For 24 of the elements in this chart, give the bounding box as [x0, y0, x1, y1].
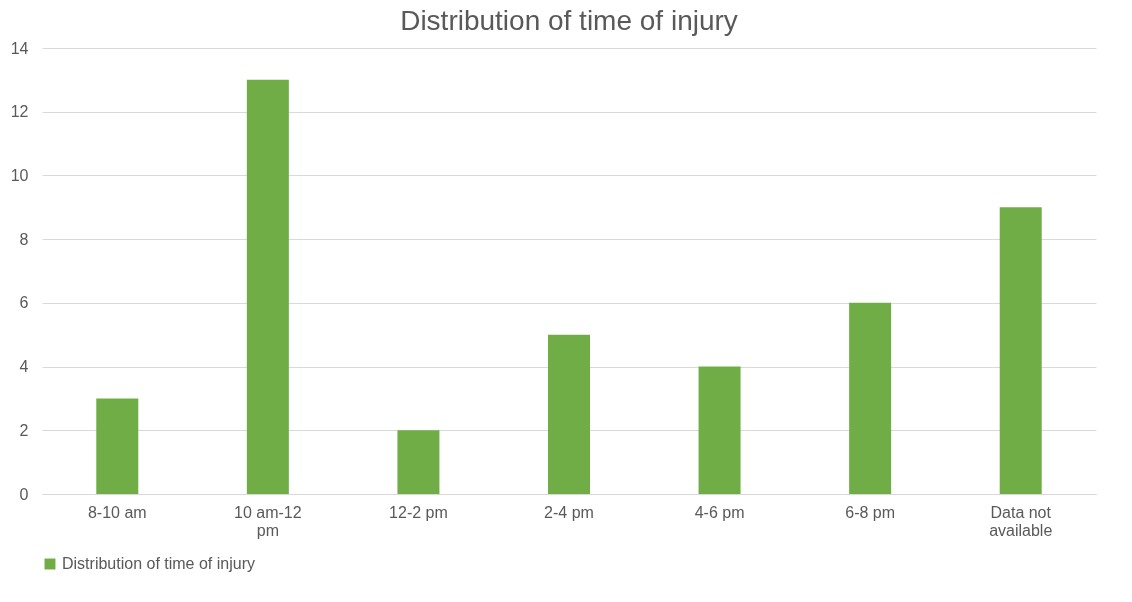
x-tick-label: 8-10 am	[87, 503, 147, 521]
x-tick-label: 10 am-12 pm	[234, 503, 302, 539]
bar	[849, 302, 892, 494]
chart-title: Distribution of time of injury	[400, 5, 738, 36]
bar	[698, 366, 741, 494]
bar	[548, 334, 590, 494]
bar	[397, 430, 440, 494]
y-tick-label: 14	[10, 39, 29, 57]
y-tick-label: 12	[10, 103, 29, 121]
y-tick-label: 10	[10, 166, 29, 184]
y-tick-label: 6	[19, 294, 29, 312]
y-tick-label: 2	[19, 421, 29, 439]
bar	[246, 79, 289, 494]
legend-label: Distribution of time of injury	[62, 555, 255, 572]
bar	[96, 398, 139, 494]
x-tick-label: 2-4 pm	[544, 503, 594, 521]
x-tick-label: 12-2 pm	[389, 503, 448, 521]
bar	[999, 207, 1042, 494]
y-tick-label: 4	[19, 358, 29, 376]
x-tick-label: Data not available	[989, 503, 1053, 539]
y-tick-label: 8	[19, 230, 29, 248]
y-tick-label: 0	[19, 485, 29, 503]
x-tick-label: 4-6 pm	[694, 503, 745, 521]
x-tick-label: 6-8 pm	[845, 503, 896, 521]
